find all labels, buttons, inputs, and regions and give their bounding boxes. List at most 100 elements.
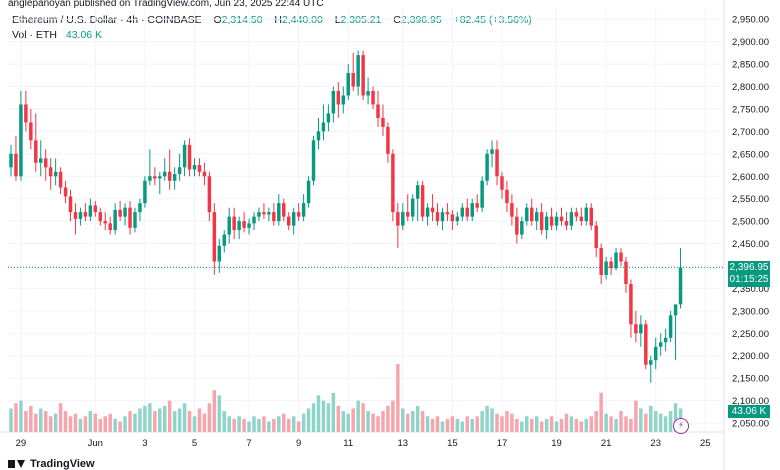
volume-bar bbox=[435, 416, 440, 432]
candle-body bbox=[58, 171, 63, 188]
y-tick-label: 2,600.00 bbox=[732, 172, 769, 183]
volume-bar bbox=[128, 411, 132, 432]
candle-body bbox=[93, 205, 98, 213]
volume-bar bbox=[366, 411, 370, 432]
candle-body bbox=[43, 158, 48, 168]
volume-bar bbox=[629, 418, 633, 432]
tradingview-logo-icon bbox=[8, 458, 26, 470]
volume-bar bbox=[490, 408, 494, 432]
candle-body bbox=[78, 212, 83, 219]
volume-bar bbox=[73, 413, 78, 432]
low-label: L bbox=[334, 14, 341, 26]
candle-body bbox=[410, 198, 415, 217]
volume-bar bbox=[396, 364, 400, 432]
volume-bar bbox=[554, 421, 559, 432]
candle-body bbox=[128, 207, 132, 228]
volume-bar bbox=[614, 418, 618, 432]
volume-bar bbox=[192, 416, 197, 432]
volume-bar bbox=[584, 418, 589, 432]
x-tick-label: 29 bbox=[16, 438, 27, 449]
candle-body bbox=[217, 245, 222, 262]
candle-body bbox=[227, 216, 231, 235]
candle-body bbox=[321, 122, 326, 132]
candle-body bbox=[356, 55, 360, 87]
candle-body bbox=[644, 324, 648, 365]
volume-bar bbox=[177, 408, 182, 432]
candle-body bbox=[192, 165, 197, 170]
candle-body bbox=[222, 234, 226, 246]
volume-bar bbox=[510, 413, 514, 432]
volume-bar bbox=[649, 405, 653, 432]
candle-body bbox=[391, 153, 395, 213]
candle-body bbox=[430, 207, 435, 213]
high-value: 2,440.00 bbox=[281, 14, 323, 26]
lightning-icon[interactable]: ⚡ bbox=[673, 418, 689, 434]
candle-body bbox=[311, 140, 316, 181]
volume-bar bbox=[118, 421, 122, 432]
candle-body bbox=[554, 216, 559, 226]
candle-body bbox=[232, 216, 236, 231]
candle-body bbox=[63, 187, 68, 197]
volume-bar bbox=[14, 403, 18, 432]
candle-body bbox=[490, 149, 494, 154]
candle-body bbox=[286, 216, 291, 226]
volume-bar bbox=[376, 416, 380, 432]
volume-bar bbox=[530, 418, 534, 432]
volume-bar bbox=[475, 416, 479, 432]
candle-body bbox=[653, 346, 658, 361]
volume-bar bbox=[356, 400, 360, 432]
candle-body bbox=[614, 252, 618, 269]
volume-bar bbox=[579, 421, 584, 432]
publisher-caption: anglepanoyan published on TradingView.co… bbox=[8, 0, 324, 9]
candle-body bbox=[425, 207, 430, 217]
volume-bar bbox=[247, 421, 251, 432]
volume-bar bbox=[9, 408, 13, 432]
x-tick-label: 17 bbox=[497, 438, 508, 449]
candle-body bbox=[282, 203, 286, 217]
volume-bar bbox=[336, 405, 341, 432]
candle-body bbox=[53, 171, 58, 177]
volume-bar bbox=[148, 403, 152, 432]
high-label: H bbox=[274, 14, 282, 26]
x-tick-label: 5 bbox=[192, 438, 197, 449]
candle-body bbox=[272, 212, 276, 222]
volume-bar bbox=[43, 411, 48, 432]
candle-body bbox=[534, 212, 539, 222]
volume-bar bbox=[619, 411, 623, 432]
volume-bar bbox=[286, 418, 291, 432]
y-tick-label: 2,500.00 bbox=[732, 217, 769, 228]
candle-body bbox=[530, 207, 534, 222]
candle-body bbox=[48, 167, 53, 177]
volume-bar bbox=[559, 418, 564, 432]
volume-bar bbox=[658, 413, 663, 432]
y-tick-label: 2,150.00 bbox=[732, 374, 769, 385]
volume-bar bbox=[34, 413, 38, 432]
candle-body bbox=[386, 126, 390, 154]
volume-bar bbox=[386, 405, 390, 432]
volume-bar bbox=[544, 418, 549, 432]
volume-bar bbox=[525, 416, 529, 432]
candle-body bbox=[629, 283, 633, 325]
volume-bar bbox=[212, 390, 217, 432]
volume-bar bbox=[495, 413, 499, 432]
candle-body bbox=[167, 171, 172, 181]
candle-body bbox=[177, 167, 182, 175]
volume-bar bbox=[450, 416, 455, 432]
y-tick-label: 2,850.00 bbox=[732, 60, 769, 71]
candle-body bbox=[634, 324, 638, 334]
volume-bar bbox=[331, 392, 336, 432]
volume-bar bbox=[440, 421, 445, 432]
volume-bar bbox=[68, 416, 73, 432]
volume-bar bbox=[24, 411, 28, 432]
volume-bar bbox=[222, 411, 226, 432]
candle-body bbox=[525, 207, 529, 222]
volume-bar bbox=[88, 411, 93, 432]
volume-bar bbox=[599, 392, 603, 432]
candle-body bbox=[500, 176, 504, 190]
bar-countdown: 01:15:25 bbox=[729, 274, 769, 286]
volume-tag: 43.06 K bbox=[728, 405, 770, 419]
y-tick-label: 2,250.00 bbox=[732, 329, 769, 340]
open-label: O bbox=[213, 14, 222, 26]
candle-body bbox=[658, 342, 663, 347]
